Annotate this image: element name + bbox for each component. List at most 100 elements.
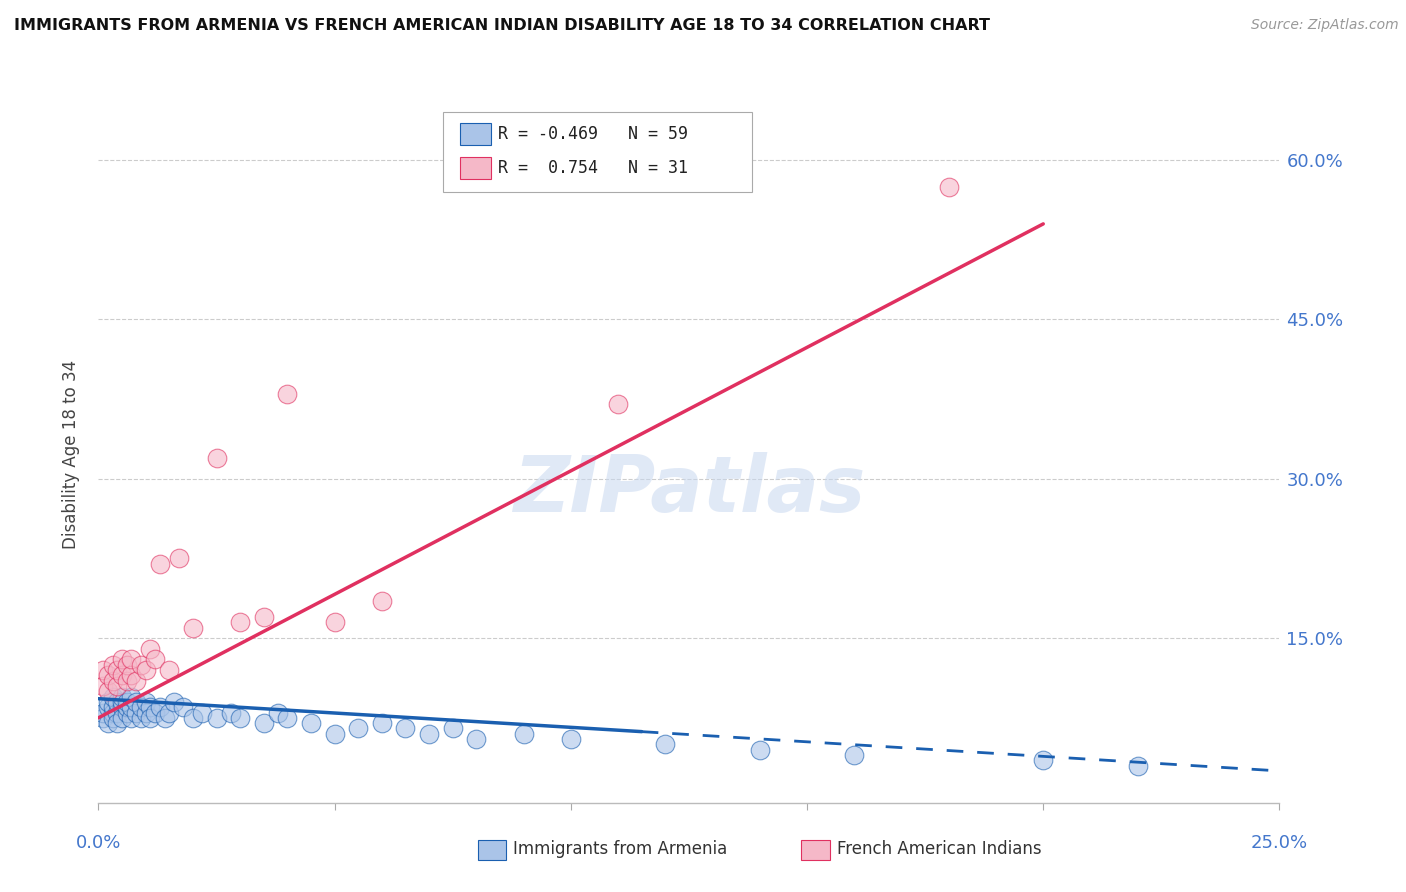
Point <box>1032 753 1054 767</box>
Point <box>181 621 204 635</box>
Point <box>938 179 960 194</box>
Point <box>347 722 370 736</box>
Point <box>115 657 138 672</box>
Point <box>129 657 152 672</box>
Point <box>101 711 124 725</box>
Point <box>323 727 346 741</box>
Point <box>111 695 134 709</box>
Point <box>371 716 394 731</box>
Point <box>111 700 134 714</box>
Point <box>125 695 148 709</box>
Point <box>267 706 290 720</box>
Text: Immigrants from Armenia: Immigrants from Armenia <box>513 840 727 858</box>
Point <box>163 695 186 709</box>
Point <box>205 711 228 725</box>
Point <box>105 695 128 709</box>
Point <box>101 673 124 688</box>
Point <box>115 706 138 720</box>
Point <box>153 711 176 725</box>
Point <box>125 673 148 688</box>
Point <box>101 690 124 704</box>
Point <box>97 716 120 731</box>
Point <box>276 711 298 725</box>
Point <box>229 711 252 725</box>
Text: ZIPatlas: ZIPatlas <box>513 451 865 528</box>
Point <box>748 742 770 756</box>
Point <box>465 732 488 747</box>
Point <box>115 700 138 714</box>
Point <box>143 706 166 720</box>
Point <box>97 695 120 709</box>
Point <box>121 690 143 704</box>
Point <box>105 706 128 720</box>
Point <box>253 716 276 731</box>
Point <box>143 652 166 666</box>
Point <box>276 387 298 401</box>
Text: Source: ZipAtlas.com: Source: ZipAtlas.com <box>1251 18 1399 32</box>
Point <box>205 450 228 465</box>
Point <box>253 610 276 624</box>
Point <box>105 716 128 731</box>
Point <box>111 690 134 704</box>
Point <box>91 679 114 693</box>
Point <box>101 700 124 714</box>
Point <box>105 679 128 693</box>
Point <box>121 711 143 725</box>
Point <box>844 747 866 762</box>
Point <box>135 706 157 720</box>
Point <box>157 706 180 720</box>
Point <box>229 615 252 630</box>
Text: French American Indians: French American Indians <box>837 840 1042 858</box>
Point <box>97 700 120 714</box>
Point <box>101 657 124 672</box>
Point <box>560 732 582 747</box>
Point <box>394 722 416 736</box>
Text: R = -0.469   N = 59: R = -0.469 N = 59 <box>498 125 688 143</box>
Point <box>191 706 214 720</box>
Point <box>105 663 128 677</box>
Point <box>371 594 394 608</box>
Point <box>219 706 242 720</box>
Point <box>91 706 114 720</box>
Point <box>111 668 134 682</box>
Point <box>135 663 157 677</box>
Point <box>1126 758 1149 772</box>
Point <box>97 668 120 682</box>
Point <box>441 722 464 736</box>
Text: 0.0%: 0.0% <box>76 834 121 852</box>
Point <box>97 684 120 698</box>
Point <box>607 397 630 411</box>
Point <box>512 727 534 741</box>
Point <box>654 738 676 752</box>
Point <box>125 706 148 720</box>
Point <box>115 695 138 709</box>
Point <box>91 711 114 725</box>
Point <box>149 557 172 571</box>
Point <box>323 615 346 630</box>
Point <box>111 711 134 725</box>
Point <box>129 700 152 714</box>
Y-axis label: Disability Age 18 to 34: Disability Age 18 to 34 <box>62 360 80 549</box>
Point <box>139 700 162 714</box>
Text: IMMIGRANTS FROM ARMENIA VS FRENCH AMERICAN INDIAN DISABILITY AGE 18 TO 34 CORREL: IMMIGRANTS FROM ARMENIA VS FRENCH AMERIC… <box>14 18 990 33</box>
Point <box>172 700 194 714</box>
Point <box>101 706 124 720</box>
Point <box>121 668 143 682</box>
Point <box>139 641 162 656</box>
Text: R =  0.754   N = 31: R = 0.754 N = 31 <box>498 159 688 177</box>
Point <box>111 652 134 666</box>
Point <box>121 700 143 714</box>
Point <box>139 711 162 725</box>
Point <box>418 727 440 741</box>
Point <box>181 711 204 725</box>
Point <box>121 652 143 666</box>
Point <box>299 716 322 731</box>
Point <box>129 711 152 725</box>
Point <box>91 663 114 677</box>
Point <box>135 695 157 709</box>
Point <box>167 551 190 566</box>
Point <box>149 700 172 714</box>
Text: 25.0%: 25.0% <box>1251 834 1308 852</box>
Point <box>115 673 138 688</box>
Point <box>157 663 180 677</box>
